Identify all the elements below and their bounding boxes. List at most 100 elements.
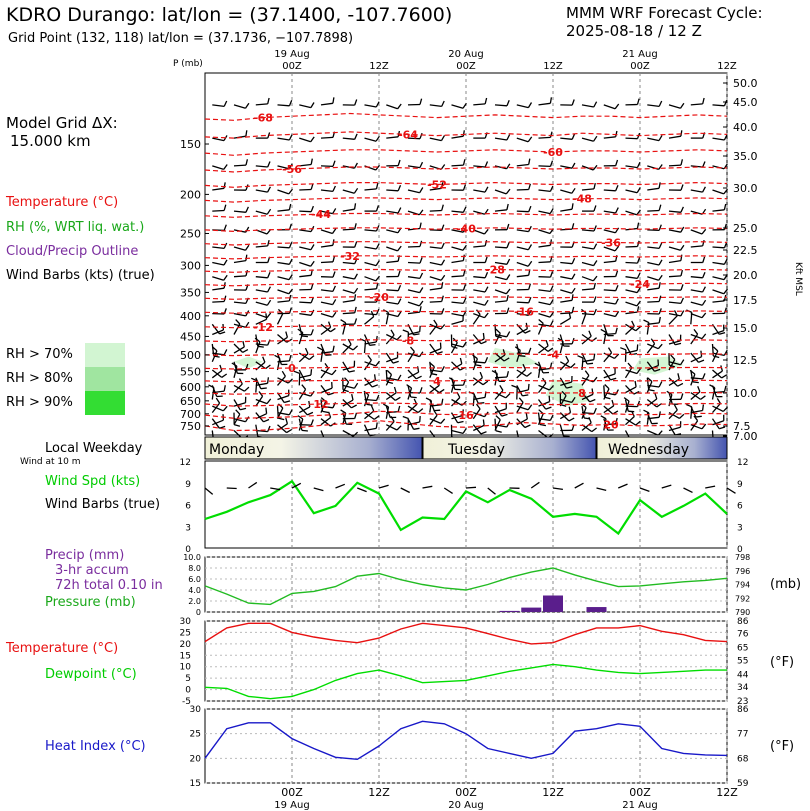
wind-barb-shaft [451,301,464,305]
wind-barb-feather [284,400,291,404]
wind-barb-shaft [299,312,312,316]
wind-barb-shaft [320,343,327,356]
wind-barb-feather [658,242,663,249]
wind-barb-feather [571,273,576,280]
wind-barb-feather [522,394,529,397]
isotherm-label: -24 [630,278,650,291]
wind-barb-shaft [668,412,680,419]
wind-barb-shaft [385,374,393,386]
precip-tick-label: 6.0 [188,575,201,584]
wind-barb-shaft [516,261,529,267]
wind-barb-shaft [364,410,375,420]
wind-barb-shaft [560,276,573,280]
pressure-tick-label: 650 [180,395,201,408]
wind-barb-shaft [429,246,442,250]
legend-rh: RH (%, WRT liq. wat.) [6,220,145,235]
wind-barb-shaft [429,399,435,411]
wind-barb-feather [288,409,293,416]
wind-barb-feather [527,383,530,390]
wind-barb-shaft [451,361,461,371]
wind-barb-shaft [233,259,247,264]
wind-barb-feather [528,309,532,316]
wind-barb-feather [287,378,293,384]
wind-barb-feather [310,102,315,108]
wind-barb-shaft [668,312,681,317]
heat-tick-label: 15 [190,779,201,789]
wind-barb-shaft [668,104,681,109]
wind-barb-feather [636,257,641,264]
isotherm-label: 12 [313,398,328,411]
wind-barb-feather [429,362,435,368]
wind-barb-shaft [451,343,464,348]
wind-barb-feather [410,346,415,353]
surface-wind-barb [530,481,540,489]
wind-barb-shaft [342,261,355,265]
isotherm [204,181,728,188]
wind-barb-shaft [320,261,334,264]
wind-barb-shaft [364,361,377,367]
wind-barb-feather [701,404,705,411]
wind-barb-feather [534,362,541,367]
wind-barb-feather [223,242,228,249]
wind-barb-feather [266,208,272,215]
wind-barb-feather [549,271,554,278]
wind-barb-feather [266,299,272,306]
isotherm-label: -60 [543,146,563,159]
wind-barb-feather [584,370,590,376]
wind-barb-feather [634,380,637,388]
wind-barb-shaft [625,349,638,354]
wind-barb-feather [484,239,488,247]
wind-barb-feather [658,274,663,281]
wind-barb-feather [721,374,728,379]
bottom-time-label: 00Z [629,786,651,799]
wind-barb-shaft [624,343,632,355]
wind-barb-feather [462,427,467,434]
wind-barb-shaft [407,385,412,398]
wind-barb-shaft [538,312,551,318]
model-label: MMM WRF Forecast Cycle: [566,4,763,22]
unit-f-temp: (°F) [770,655,795,670]
isotherm-label: -56 [282,163,302,176]
wind-barb-shaft [407,301,420,307]
wind-barb-shaft [473,103,486,106]
wind-barb-feather [643,319,650,324]
wind-barb-shaft [668,246,681,251]
wind-barb-feather [593,182,596,190]
wind-barb-feather [354,241,358,248]
temp-tick-label: 10 [180,663,192,673]
wind-barb-feather [514,346,521,351]
wind-barb-feather [484,186,489,193]
wind-barb-feather [475,309,481,315]
wind-barb-feather [441,295,444,302]
wind-barb-feather [633,391,640,395]
wind-barb-feather [265,313,268,320]
bottom-time-label: 00Z [281,786,303,799]
wind-barb-shaft [473,396,486,401]
wind-barb-feather [223,274,228,281]
weekday-frame [204,436,728,460]
isotherm-label: -48 [572,193,592,206]
wind-barb-feather [484,256,488,263]
precip-tick-label: 0 [196,608,201,617]
wind-barb-feather [615,417,618,425]
wind-barb-feather [568,406,572,413]
wind-barb-feather [260,387,267,390]
pressure-tick-label: 450 [180,330,201,343]
wind-barb-feather [288,203,292,210]
wind-barb-feather [593,101,598,108]
wind-barb-shaft [364,104,377,108]
top-time-label: 12Z [543,61,563,72]
wind-barb-shaft [690,373,696,386]
kft-tick-label: 12.5 [733,354,758,367]
wind-barb-shaft [560,208,573,212]
temp-f-tick-label: 65 [737,644,748,654]
wind-barb-shaft [537,323,544,335]
wind-barb-feather [593,260,598,266]
wind-barb-shaft [429,404,442,407]
temp-tick-label: 25 [180,628,191,638]
wind-barb-shaft [647,429,659,436]
wind-barb-shaft [233,366,238,378]
wind-barb-shaft [560,289,572,294]
wind-barb-shaft [277,300,290,303]
wind-barb-shaft [386,377,399,381]
